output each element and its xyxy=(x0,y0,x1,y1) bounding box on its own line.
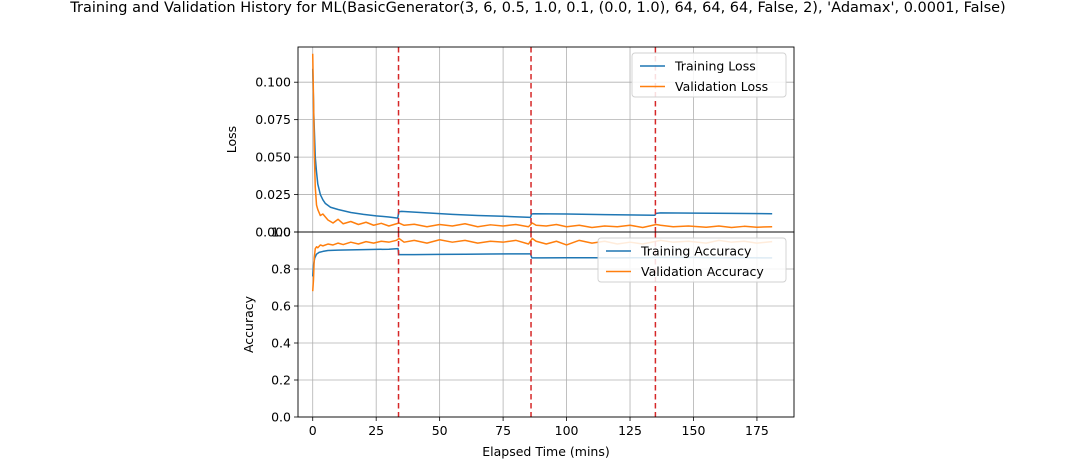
loss-panel: 0.000 0.025 0.050 0.075 0.100 Loss Training Lo… xyxy=(224,46,795,240)
loss-series-training-line xyxy=(311,68,773,219)
loss-legend: Training Loss Validation Loss xyxy=(631,52,787,98)
loss-legend-box xyxy=(631,52,787,98)
accuracy-y-tick-label: 0.4 xyxy=(271,336,291,351)
x-tick-label: 125 xyxy=(618,423,642,438)
loss-y-tick-label: 0.100 xyxy=(255,75,291,90)
loss-y-tick-label: 0.050 xyxy=(255,150,291,165)
loss-y-tick-label: 0.000 xyxy=(255,225,291,240)
x-tick-label: 25 xyxy=(368,423,384,438)
x-tick-label: 175 xyxy=(745,423,769,438)
x-axis-label: Elapsed Time (mins) xyxy=(482,444,609,459)
loss-series-validation-line xyxy=(311,53,773,229)
accuracy-legend-label-training: Training Accuracy xyxy=(640,244,752,259)
accuracy-axes-frame xyxy=(297,231,795,418)
accuracy-panel: 0.0 0.2 0.4 0.6 0.8 1.0 Accuracy Training Accur… xyxy=(241,225,795,425)
x-tick-label: 100 xyxy=(555,423,579,438)
loss-y-tick-label: 0.025 xyxy=(255,187,291,202)
accuracy-y-tick-label: 0.2 xyxy=(271,373,291,388)
accuracy-legend-box xyxy=(597,237,787,283)
accuracy-y-tick-label: 0.0 xyxy=(271,410,291,425)
loss-legend-label-validation: Validation Loss xyxy=(675,79,768,94)
x-tick-label: 150 xyxy=(682,423,706,438)
accuracy-y-tick-label: 1.0 xyxy=(271,225,291,240)
loss-y-tick-label: 0.075 xyxy=(255,112,291,127)
x-tick-label: 50 xyxy=(432,423,448,438)
loss-legend-label-training: Training Loss xyxy=(674,59,756,74)
accuracy-y-axis-label: Accuracy xyxy=(241,295,256,353)
x-tick-label: 75 xyxy=(495,423,511,438)
chart-title: Training and Validation History for ML(B… xyxy=(69,0,1005,16)
accuracy-legend-label-validation: Validation Accuracy xyxy=(641,264,764,279)
accuracy-legend: Training Accuracy Validation Accuracy xyxy=(597,237,787,283)
accuracy-y-tick-label: 0.6 xyxy=(271,299,291,314)
loss-y-axis-label: Loss xyxy=(224,126,239,153)
accuracy-y-tick-label: 0.8 xyxy=(271,262,291,277)
x-tick-label: 0 xyxy=(309,423,317,438)
